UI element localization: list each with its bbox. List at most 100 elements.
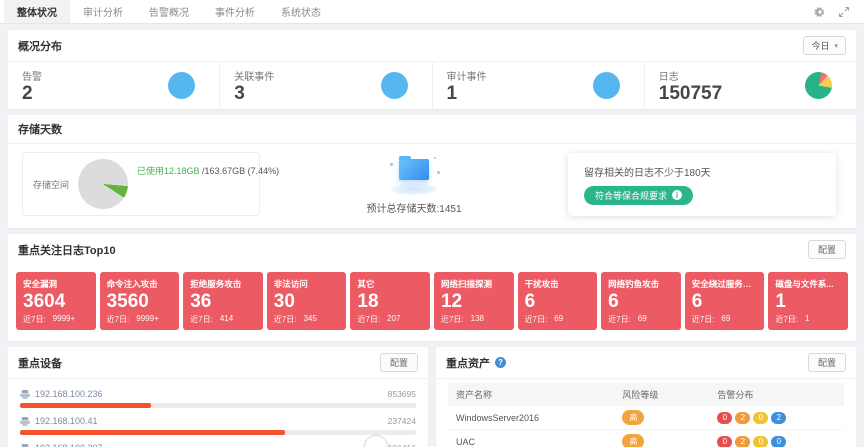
key-devices-card: 重点设备 配置 192.168.100.236 853695 192.168.1… — [8, 347, 428, 447]
device-row[interactable]: 192.168.100.41 237424 — [20, 416, 416, 435]
recent-value: 138 — [470, 313, 484, 323]
top-tab-bar: 整体状况 审计分析 告警概况 事件分析 系统状态 — [0, 0, 864, 24]
log-type-label: 拒绝服务攻击 — [190, 279, 242, 289]
recent-prefix: 近7日: — [775, 314, 799, 324]
log-count: 6 — [608, 291, 619, 312]
log-count: 30 — [273, 291, 295, 312]
log-count: 3560 — [106, 291, 149, 312]
device-count: 853695 — [387, 389, 416, 399]
recent-value: 69 — [554, 313, 564, 323]
storage-usage-text: 已使用12.18GB /163.67GB (7.44%) — [137, 164, 279, 177]
recent-prefix: 近7日: — [608, 314, 631, 324]
tab-audit-analysis[interactable]: 审计分析 — [70, 0, 136, 23]
alert-badge-high: 2 — [735, 435, 751, 447]
recent-value: 207 — [387, 313, 401, 323]
stat-value: 3 — [234, 82, 245, 104]
overview-title: 概况分布 — [18, 40, 62, 53]
key-assets-card: 重点资产 ? 配置 资产名称 风险等级 告警分布 WindowsServer20… — [436, 347, 856, 447]
col-alert-distribution: 告警分布 — [709, 383, 844, 406]
device-bar-fill — [20, 430, 286, 435]
top-logs-title: 重点关注日志Top10 — [18, 244, 116, 257]
log-card-other[interactable]: 其它 18 近7日: 207 — [350, 272, 430, 330]
stat-audit-events[interactable]: 审计事件 1 — [433, 62, 645, 109]
tab-label: 系统状态 — [281, 8, 321, 19]
info-icon: i — [672, 190, 683, 200]
log-card-disk-filesystem[interactable]: 磁盘与文件系... 1 近7日: 1 — [768, 272, 848, 330]
assets-table: 资产名称 风险等级 告警分布 WindowsServer2016 高 0 2 0… — [448, 383, 844, 447]
dashboard-page: 概况分布 今日 ▾ 告警 2 关联事件 3 审计事件 1 — [0, 24, 864, 447]
logs-pie-chart-icon — [805, 72, 832, 99]
assets-table-header: 资产名称 风险等级 告警分布 — [448, 383, 844, 406]
log-count: 18 — [357, 291, 379, 312]
asset-name: UAC — [448, 429, 615, 447]
log-card-illegal-access[interactable]: 非法访问 30 近7日: 345 — [266, 272, 347, 330]
tab-system-status[interactable]: 系统状态 — [268, 0, 334, 23]
asset-row[interactable]: WindowsServer2016 高 0 2 0 2 — [448, 406, 844, 430]
tab-overall-status[interactable]: 整体状况 — [4, 0, 70, 23]
log-type-label: 安全绕过服务攻击 — [691, 279, 758, 289]
log-type-label: 其它 — [357, 279, 375, 289]
asset-row[interactable]: UAC 高 0 2 0 0 — [448, 429, 844, 447]
log-count: 6 — [524, 291, 536, 312]
events-circle-icon — [380, 72, 408, 99]
log-card-command-injection[interactable]: 命令注入攻击 3560 近7日: 9999+ — [99, 272, 180, 330]
stat-correlated-events[interactable]: 关联事件 3 — [220, 62, 433, 109]
log-card-network-scan[interactable]: 网络扫描探测 12 近7日: 138 — [433, 272, 514, 330]
help-icon[interactable]: ? — [495, 357, 506, 368]
recent-prefix: 近7日: — [440, 314, 464, 324]
recent-value: 69 — [637, 313, 647, 323]
risk-badge: 高 — [622, 434, 645, 447]
log-card-security-bypass[interactable]: 安全绕过服务攻击 6 近7日: 69 — [684, 272, 765, 330]
tab-event-analysis[interactable]: 事件分析 — [202, 0, 268, 23]
audit-circle-icon — [592, 72, 620, 99]
recent-value: 1 — [805, 313, 810, 323]
top-logs-config-button[interactable]: 配置 — [807, 240, 846, 259]
recent-value: 345 — [303, 313, 317, 323]
tab-label: 整体状况 — [17, 8, 57, 19]
log-type-label: 磁盘与文件系... — [775, 279, 834, 289]
stat-value: 150757 — [658, 82, 723, 104]
stat-logs[interactable]: 日志 150757 — [645, 62, 856, 109]
log-count: 1 — [775, 291, 786, 312]
device-row[interactable]: 192.168.100.236 853695 — [20, 389, 416, 408]
log-card-phishing-attack[interactable]: 网络钓鱼攻击 6 近7日: 69 — [601, 272, 681, 330]
log-card-dos-attack[interactable]: 拒绝服务攻击 36 近7日: 414 — [183, 272, 263, 330]
alert-badge-low: 2 — [771, 411, 787, 424]
asset-name: WindowsServer2016 — [448, 406, 615, 430]
server-icon — [20, 416, 30, 426]
recent-value: 9999+ — [136, 313, 159, 323]
tab-label: 事件分析 — [215, 8, 255, 19]
log-card-interference-attack[interactable]: 干扰攻击 6 近7日: 69 — [517, 272, 598, 330]
stat-label: 审计事件 — [446, 71, 487, 83]
recent-value: 9999+ — [52, 313, 76, 323]
recent-value: 69 — [721, 313, 731, 323]
log-card-security-vuln[interactable]: 安全漏洞 3604 近7日: 9999+ — [16, 272, 96, 330]
log-count: 3604 — [23, 291, 66, 312]
compliance-badge-label: 符合等保合规要求 — [595, 190, 668, 201]
folder-icon — [386, 153, 442, 195]
compliance-note-panel: 留存相关的日志不少于180天 符合等保合规要求 i — [568, 152, 836, 216]
compliance-badge[interactable]: 符合等保合规要求 i — [584, 185, 694, 205]
recent-prefix: 近7日: — [357, 314, 381, 324]
device-bar-track — [20, 403, 416, 408]
log-type-label: 网络扫描探测 — [440, 279, 492, 289]
storage-space-label: 存储空间 — [33, 179, 70, 190]
gear-icon[interactable] — [814, 6, 826, 18]
stat-alerts[interactable]: 告警 2 — [8, 62, 221, 109]
log-type-label: 命令注入攻击 — [106, 279, 158, 289]
recent-prefix: 近7日: — [23, 314, 46, 324]
storage-days-panel: 预计总存储天数:1451 — [276, 153, 552, 215]
device-ip-text: 192.168.100.207 — [35, 443, 103, 447]
device-row[interactable]: 192.168.100.207 2106416 — [20, 443, 416, 447]
assets-config-button[interactable]: 配置 — [807, 353, 846, 372]
col-risk-level: 风险等级 — [614, 383, 710, 406]
date-range-select[interactable]: 今日 ▾ — [803, 36, 846, 55]
alert-badge-medium: 0 — [753, 411, 769, 424]
log-type-label: 非法访问 — [273, 279, 308, 289]
fullscreen-icon[interactable] — [838, 6, 850, 18]
top-logs-row: 安全漏洞 3604 近7日: 9999+ 命令注入攻击 3560 近7日: 9999… — [8, 265, 856, 341]
devices-config-button[interactable]: 配置 — [379, 353, 418, 372]
top-logs-card: 重点关注日志Top10 配置 安全漏洞 3604 近7日: 9999+ 命令注入攻… — [8, 234, 856, 341]
log-count: 12 — [440, 291, 463, 312]
tab-alert-overview[interactable]: 告警概况 — [136, 0, 202, 23]
